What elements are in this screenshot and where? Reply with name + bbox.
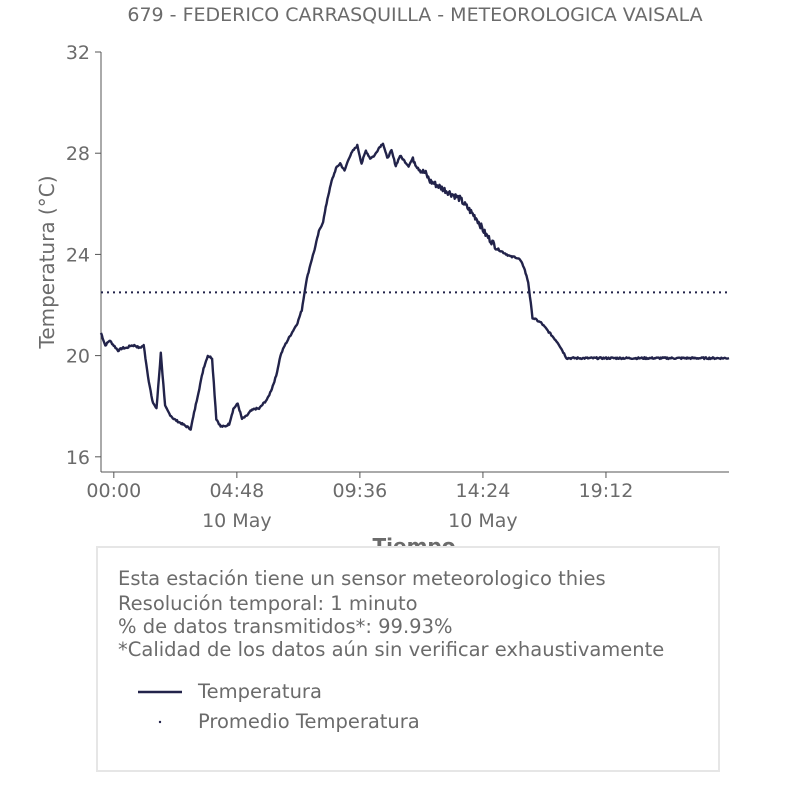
- temperature-series-line: [99, 142, 730, 431]
- y-tick-label: 24: [66, 244, 90, 266]
- x-ticks: 00:00 04:48 10 May 09:36 14:24 10 May 19:12: [86, 472, 633, 532]
- legend-dot-swatch: [158, 720, 162, 724]
- chart-title: 679 - FEDERICO CARRASQUILLA - METEOROLOG…: [127, 4, 702, 26]
- legend-line-swatch: [138, 690, 182, 694]
- legend-label-temperatura: Temperatura: [198, 680, 322, 703]
- x-tick-time-label: 00:00: [86, 480, 141, 502]
- info-sensor-text: Esta estación tiene un sensor meteorolog…: [118, 567, 606, 590]
- x-tick-date-label: 10 May: [448, 510, 518, 532]
- x-tick-time-label: 04:48: [209, 480, 264, 502]
- x-tick-date-label: 10 May: [202, 510, 272, 532]
- y-ticks: 16 20 24 28 32: [66, 42, 101, 469]
- y-tick-label: 32: [66, 42, 90, 64]
- info-quality-text: *Calidad de los datos aún sin verificar …: [118, 638, 665, 661]
- y-tick-label: 16: [66, 447, 90, 469]
- info-resolution-text: Resolución temporal: 1 minuto: [118, 592, 418, 615]
- info-transmitted-text: % de datos transmitidos*: 99.93%: [118, 615, 453, 638]
- x-tick-time-label: 14:24: [456, 480, 511, 502]
- y-tick-label: 28: [66, 143, 90, 165]
- x-tick-time-label: 19:12: [579, 480, 634, 502]
- x-tick-time-label: 09:36: [333, 480, 388, 502]
- info-box: Esta estación tiene un sensor meteorolog…: [96, 546, 720, 772]
- y-axis-title: Temperatura (°C): [35, 175, 59, 349]
- y-tick-label: 20: [66, 346, 90, 368]
- legend-label-promedio: Promedio Temperatura: [198, 710, 420, 733]
